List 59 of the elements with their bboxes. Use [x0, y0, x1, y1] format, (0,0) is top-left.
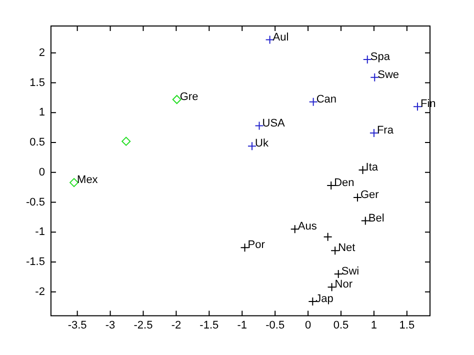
point [360, 216, 370, 226]
point [327, 282, 336, 292]
point [254, 121, 264, 130]
y-tick-label: 2 [38, 46, 45, 59]
x-tick-label: 1.5 [399, 319, 415, 332]
annotation: Ita [366, 162, 379, 174]
x-tick-label: -2.5 [134, 319, 153, 332]
x-tick-label: -1 [237, 319, 248, 332]
point [326, 181, 336, 190]
annotation: Ger [360, 189, 380, 202]
point [412, 102, 422, 112]
point [172, 94, 182, 104]
annotation: Aul [272, 31, 289, 44]
point [70, 178, 79, 188]
point [370, 72, 380, 82]
annotation: Mex [77, 174, 98, 186]
y-tick-label: -1.5 [26, 256, 45, 268]
annotation: Swi [341, 266, 360, 278]
annotation: Jap [316, 292, 334, 305]
point [358, 166, 368, 175]
x-tick-label: -2 [171, 319, 182, 332]
annotation: Swe [378, 68, 400, 81]
point [308, 97, 318, 106]
point [334, 269, 343, 278]
x-tick-label: 0.5 [333, 319, 349, 332]
y-tick-label: -0.5 [26, 196, 45, 208]
annotation: Por [248, 239, 266, 252]
point [248, 142, 257, 151]
x-tick-label: -3.5 [68, 319, 87, 332]
annotation: Can [316, 93, 337, 106]
y-tick-label: -2 [35, 286, 45, 298]
x-tick-label: 1 [370, 319, 378, 332]
annotation: Gre [180, 91, 198, 104]
point [323, 232, 332, 242]
point [290, 224, 300, 234]
annotation: Net [338, 242, 356, 254]
x-tick-label: -1.5 [200, 319, 219, 332]
y-tick-label: 0.5 [30, 136, 45, 149]
annotation: Fra [376, 124, 394, 136]
y-tick-label: 0 [38, 166, 45, 178]
annotation: Den [334, 177, 354, 190]
annotation: Spa [370, 50, 391, 63]
point [330, 246, 340, 256]
point [352, 192, 362, 202]
annotation: Bel [368, 212, 384, 224]
y-tick-label: 1 [38, 106, 45, 119]
y-tick-label: -1 [35, 226, 45, 238]
x-tick-label: 0 [304, 319, 312, 332]
x-tick-label: -0.5 [266, 319, 285, 332]
annotation: USA [262, 117, 286, 130]
annotation: Nor [334, 278, 353, 291]
point [369, 128, 378, 138]
point [240, 243, 250, 252]
point [122, 136, 131, 146]
point [362, 54, 372, 64]
x-tick-label: -3 [105, 319, 116, 332]
annotation: Uk [255, 138, 269, 150]
y-tick-label: 1.5 [30, 76, 45, 89]
annotation: Aus [298, 220, 318, 233]
